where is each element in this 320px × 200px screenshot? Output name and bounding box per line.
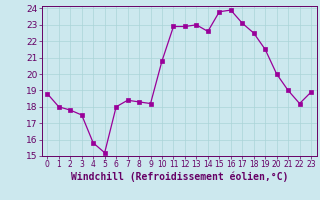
X-axis label: Windchill (Refroidissement éolien,°C): Windchill (Refroidissement éolien,°C) — [70, 172, 288, 182]
